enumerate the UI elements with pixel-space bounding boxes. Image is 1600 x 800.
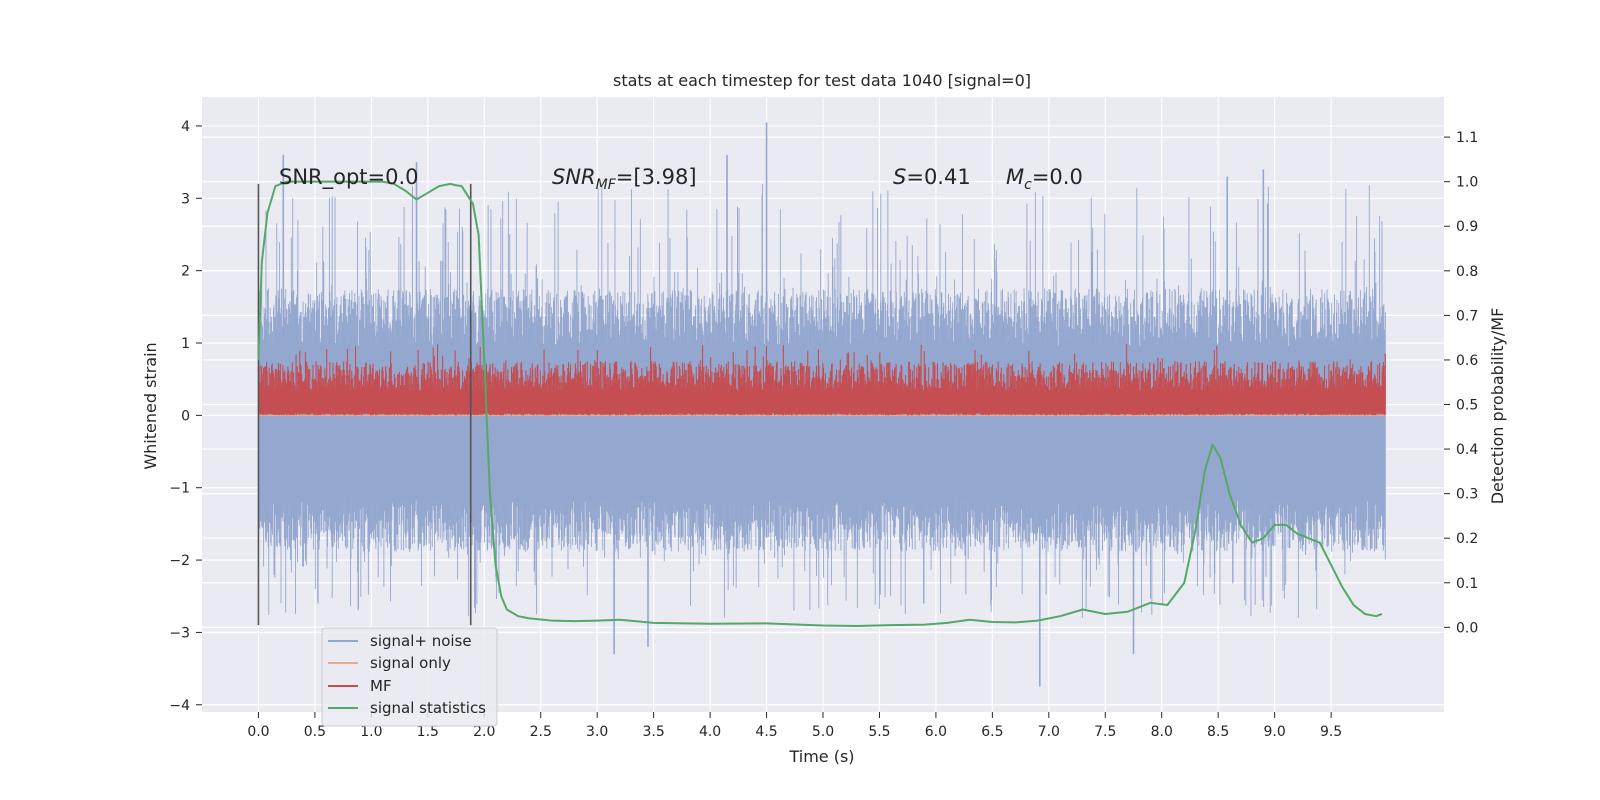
y2-tick-label: 0.8 <box>1456 264 1478 280</box>
x-tick-label: 6.5 <box>981 724 1003 740</box>
y-tick-label: −4 <box>169 698 190 714</box>
x-tick-label: 3.5 <box>643 724 665 740</box>
mc-annotation: Mc=0.0 <box>1006 165 1083 193</box>
s-label: S <box>893 165 906 189</box>
snr-mf-sub: MF <box>596 177 617 193</box>
y-tick-label: 1 <box>181 336 190 352</box>
y2-tick-label: 0.1 <box>1456 576 1478 592</box>
x-tick-label: 5.5 <box>868 724 890 740</box>
y-tick-label: 2 <box>181 264 190 280</box>
legend-box <box>321 627 498 727</box>
snr-mf-value: =[3.98] <box>616 165 697 189</box>
snr-mf-base: SNR <box>552 165 596 189</box>
data-marks <box>257 122 1386 687</box>
y2-axis-label: Detection probability/MF <box>1488 308 1507 505</box>
x-tick-label: 2.5 <box>530 724 552 740</box>
signal-noise-spikes <box>282 122 1265 687</box>
snr-opt-annotation: SNR_opt=0.0 <box>279 165 419 190</box>
legend: signal+ noise signal only MF signal stat… <box>321 627 498 727</box>
y2-tick-label: 0.7 <box>1456 308 1478 324</box>
x-tick-label: 5.0 <box>812 724 834 740</box>
mc-sub: c <box>1024 177 1032 193</box>
y-tick-label: 0 <box>181 408 190 424</box>
x-tick-label: 8.0 <box>1151 724 1173 740</box>
signal-statistics-line <box>257 180 1383 627</box>
y2-tick-label: 0.6 <box>1456 353 1478 369</box>
x-tick-label: 1.5 <box>417 724 439 740</box>
mc-base: M <box>1006 165 1024 189</box>
axis-ticks: 0.0 0.5 1.0 1.5 2.0 2.5 3.0 3.5 4.0 4.5 5.0 5.5 6.0 6… <box>169 119 1478 740</box>
y2-tick-label: 0.9 <box>1456 219 1478 235</box>
y2-tick-label: 0.3 <box>1456 487 1478 503</box>
legend-label-signal-only: signal only <box>370 654 451 672</box>
x-tick-label: 8.5 <box>1207 724 1229 740</box>
x-tick-label: 9.0 <box>1264 724 1286 740</box>
y2-tick-label: 0.5 <box>1456 398 1478 414</box>
y2-tick-label: 0.2 <box>1456 531 1478 547</box>
y-tick-label: 3 <box>181 191 190 207</box>
x-tick-label: 4.0 <box>699 724 721 740</box>
x-tick-label: 6.0 <box>925 724 947 740</box>
chart-title: stats at each timestep for test data 104… <box>613 71 1031 90</box>
x-axis-label: Time (s) <box>788 747 854 766</box>
x-tick-label: 2.0 <box>473 724 495 740</box>
x-tick-label: 3.0 <box>586 724 608 740</box>
x-tick-label: 0.5 <box>304 724 326 740</box>
legend-label-mf: MF <box>370 677 392 695</box>
y-axis-label: Whitened strain <box>141 342 160 469</box>
legend-label-signal-statistics: signal statistics <box>370 699 486 717</box>
s-annotation: S=0.41 <box>893 165 971 189</box>
y2-tick-label: 1.1 <box>1456 130 1478 146</box>
x-tick-label: 0.0 <box>247 724 269 740</box>
x-tick-label: 9.5 <box>1320 724 1342 740</box>
y2-tick-label: 0.0 <box>1456 620 1478 636</box>
s-value: =0.41 <box>906 165 970 189</box>
x-tick-label: 7.5 <box>1094 724 1116 740</box>
x-tick-label: 4.5 <box>755 724 777 740</box>
y-tick-label: −3 <box>169 625 190 641</box>
snr-mf-annotation: SNRMF=[3.98] <box>552 165 697 193</box>
y-tick-label: −1 <box>169 481 190 497</box>
y-tick-label: 4 <box>181 119 190 135</box>
legend-label-signal-noise: signal+ noise <box>370 632 472 650</box>
y-tick-label: −2 <box>169 553 190 569</box>
y2-tick-label: 1.0 <box>1456 175 1478 191</box>
mc-value: =0.0 <box>1032 165 1083 189</box>
x-tick-label: 7.0 <box>1038 724 1060 740</box>
x-tick-label: 1.0 <box>360 724 382 740</box>
y2-tick-label: 0.4 <box>1456 442 1478 458</box>
